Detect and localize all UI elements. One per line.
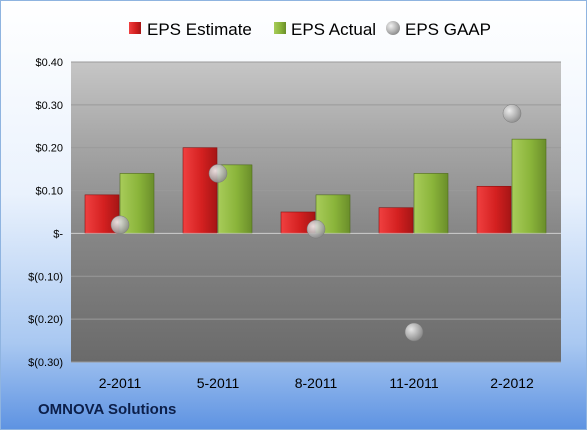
legend-item-gaap: EPS GAAP — [386, 20, 491, 39]
y-tick-label: $(0.30) — [28, 357, 63, 369]
y-axis: $0.40 $0.30 $0.20 $0.10 $- $(0.10) $(0.20) $(0.… — [28, 57, 63, 369]
point-eps-gaap — [502, 104, 522, 123]
y-tick-label: $(0.20) — [28, 314, 63, 326]
legend-swatch-actual — [274, 22, 286, 34]
y-tick-label: $(0.10) — [28, 271, 63, 283]
bar-eps-actual — [413, 173, 449, 234]
point-eps-gaap — [208, 164, 228, 183]
y-tick-label: $0.10 — [35, 186, 63, 198]
legend-item-actual: EPS Actual — [274, 20, 376, 39]
x-tick-label: 2-2011 — [99, 375, 142, 391]
point-eps-gaap — [404, 322, 424, 342]
x-tick-label: 2-2012 — [490, 375, 534, 391]
legend-label-actual: EPS Actual — [291, 20, 376, 39]
company-name: OMNOVA Solutions — [38, 401, 177, 418]
bar-eps-actual — [511, 138, 547, 234]
x-tick-label: 8-2011 — [295, 375, 338, 391]
bar-eps-estimate — [476, 185, 512, 234]
x-axis: 2-2011 5-2011 8-2011 11-2011 2-2012 — [99, 375, 534, 391]
legend-label-gaap: EPS GAAP — [405, 20, 491, 39]
legend-label-estimate: EPS Estimate — [147, 20, 252, 39]
bar-eps-estimate — [182, 147, 218, 234]
y-tick-label: $0.20 — [35, 143, 63, 155]
y-tick-label: $- — [53, 228, 63, 240]
legend-swatch-estimate — [129, 22, 141, 34]
x-tick-label: 5-2011 — [197, 375, 240, 391]
legend-marker-gaap — [386, 21, 400, 35]
point-eps-gaap — [110, 215, 130, 235]
gaap-points — [110, 104, 522, 342]
legend-item-estimate: EPS Estimate — [129, 20, 252, 39]
bar-eps-estimate — [378, 207, 414, 234]
y-tick-label: $0.30 — [35, 100, 63, 112]
y-tick-label: $0.40 — [35, 57, 63, 69]
legend: EPS Estimate EPS Actual EPS GAAP — [129, 20, 491, 39]
x-tick-label: 11-2011 — [389, 375, 439, 391]
point-eps-gaap — [306, 219, 326, 239]
